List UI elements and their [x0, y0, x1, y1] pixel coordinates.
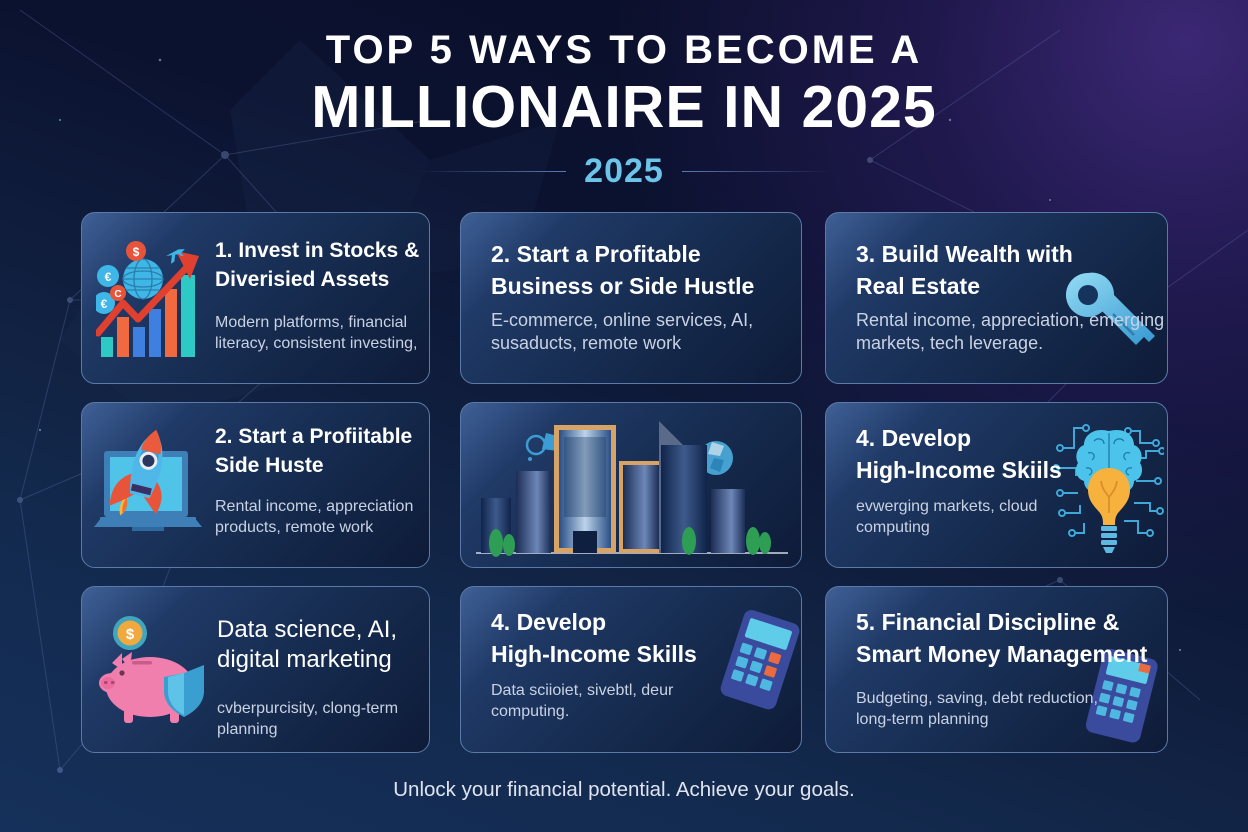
svg-text:$: $ [126, 626, 135, 643]
svg-text:$: $ [133, 245, 140, 259]
svg-text:€: € [101, 297, 108, 311]
svg-text:€: € [105, 270, 112, 284]
svg-text:C: C [114, 289, 121, 300]
